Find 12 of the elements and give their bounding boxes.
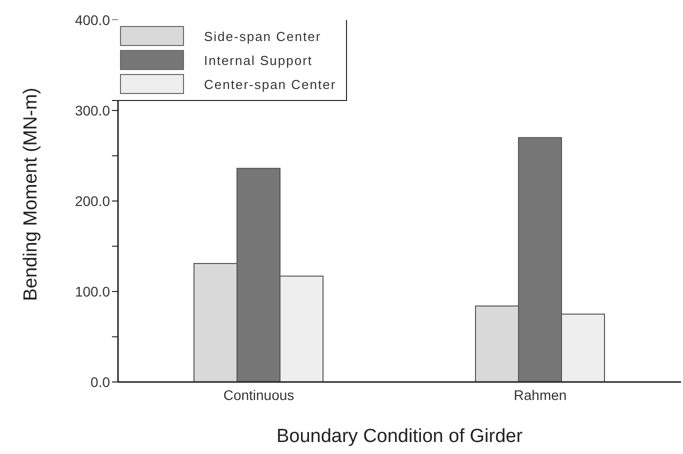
legend-label: Side-span Center — [204, 28, 322, 44]
legend-label: Center-span Center — [204, 76, 336, 92]
legend-label: Internal Support — [204, 52, 313, 68]
x-tick-label: Rahmen — [514, 386, 567, 403]
y-tick-label: 100.0 — [74, 283, 110, 300]
x-axis-title: Boundary Condition of Girder — [276, 426, 524, 447]
x-tick-label: Continuous — [223, 386, 294, 403]
y-tick-label: 300.0 — [74, 102, 110, 118]
y-axis-title: Bending Moment (MN-m) — [20, 88, 42, 301]
y-tick-label: 400.0 — [74, 12, 110, 28]
y-tick-label: 0.0 — [90, 374, 110, 390]
y-tick-label: 200.0 — [74, 192, 110, 209]
